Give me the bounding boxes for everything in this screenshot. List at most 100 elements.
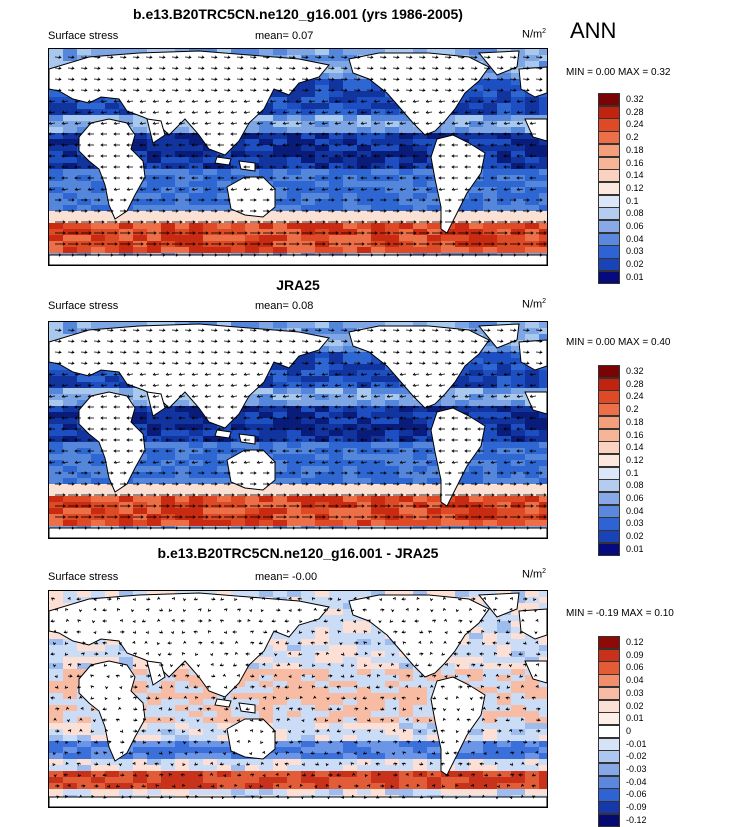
colorbar-swatch	[598, 195, 620, 208]
colorbar-tick-label: 0.2	[626, 404, 639, 414]
field-label: Surface stress	[48, 571, 118, 583]
mean-value: mean= 0.07	[255, 30, 313, 42]
colorbar-swatch	[598, 365, 620, 378]
colorbar-tick-label: 0.03	[626, 246, 644, 256]
colorbar-tick-label: 0.02	[626, 259, 644, 269]
colorbar-tick-label: 0.14	[626, 442, 644, 452]
stress-map	[48, 321, 548, 539]
colorbar-tick-label: 0.06	[626, 662, 644, 672]
colorbar-tick-label: 0.24	[626, 119, 644, 129]
colorbar-tick-label: 0.04	[626, 234, 644, 244]
colorbar-tick-label: -0.09	[626, 802, 647, 812]
colorbar-tick-label: 0.12	[626, 637, 644, 647]
colorbar-swatch	[598, 776, 620, 789]
stress-map	[48, 590, 548, 808]
colorbar-tick-label: -0.04	[626, 777, 647, 787]
colorbar-tick-label: 0.28	[626, 107, 644, 117]
colorbar-tick-label: 0.1	[626, 196, 639, 206]
colorbar-swatch	[598, 543, 620, 556]
colorbar-swatch	[598, 712, 620, 725]
colorbar-swatch	[598, 169, 620, 182]
colorbar-tick-label: 0.02	[626, 531, 644, 541]
colorbar-tick-label: -0.06	[626, 789, 647, 799]
season-label: ANN	[570, 18, 616, 44]
colorbar-tick-label: 0.01	[626, 272, 644, 282]
colorbar-tick-label: 0.14	[626, 170, 644, 180]
colorbar-swatch	[598, 271, 620, 284]
colorbar-tick-label: 0.06	[626, 493, 644, 503]
colorbar-swatch	[598, 763, 620, 776]
colorbar-swatch	[598, 258, 620, 271]
colorbar-swatch	[598, 403, 620, 416]
colorbar-tick-label: 0.24	[626, 391, 644, 401]
colorbar-tick-label: 0.03	[626, 518, 644, 528]
units-label: N/m2	[522, 568, 546, 581]
colorbar-swatch	[598, 93, 620, 106]
mean-value: mean= -0.00	[255, 571, 317, 583]
colorbar-swatch	[598, 738, 620, 751]
colorbar-tick-label: -0.02	[626, 751, 647, 761]
colorbar-swatch	[598, 661, 620, 674]
colorbar-swatch	[598, 636, 620, 649]
colorbar-swatch	[598, 725, 620, 738]
min-max-text: MIN = 0.00 MAX = 0.40	[566, 337, 671, 348]
colorbar-tick-label: 0.2	[626, 132, 639, 142]
colorbar-swatch	[598, 505, 620, 518]
mean-value: mean= 0.08	[255, 300, 313, 312]
colorbar-tick-label: 0.16	[626, 430, 644, 440]
colorbar-swatch	[598, 207, 620, 220]
colorbar-swatch	[598, 378, 620, 391]
colorbar-tick-label: 0.32	[626, 366, 644, 376]
colorbar-swatch	[598, 144, 620, 157]
colorbar-swatch	[598, 182, 620, 195]
colorbar-swatch	[598, 517, 620, 530]
colorbar-tick-label: 0.06	[626, 221, 644, 231]
colorbar-swatch	[598, 118, 620, 131]
colorbar-tick-label: 0.08	[626, 208, 644, 218]
colorbar-swatch	[598, 492, 620, 505]
colorbar-swatch	[598, 814, 620, 827]
min-max-text: MIN = -0.19 MAX = 0.10	[566, 608, 674, 619]
colorbar-tick-label: 0.28	[626, 379, 644, 389]
colorbar-tick-label: 0.08	[626, 480, 644, 490]
colorbar-tick-label: 0.12	[626, 455, 644, 465]
panel-title: JRA25	[38, 277, 558, 293]
colorbar-swatch	[598, 788, 620, 801]
colorbar-swatch	[598, 131, 620, 144]
colorbar-tick-label: 0.1	[626, 468, 639, 478]
colorbar-swatch	[598, 245, 620, 258]
colorbar-swatch	[598, 700, 620, 713]
colorbar-swatch	[598, 390, 620, 403]
stress-map	[48, 48, 548, 266]
colorbar-tick-label: -0.01	[626, 739, 647, 749]
colorbar-tick-label: 0.18	[626, 417, 644, 427]
colorbar-tick-label: 0.12	[626, 183, 644, 193]
colorbar-tick-label: 0.09	[626, 650, 644, 660]
colorbar-tick-label: 0.02	[626, 701, 644, 711]
colorbar-swatch	[598, 687, 620, 700]
units-label: N/m2	[522, 298, 546, 311]
units-label: N/m2	[522, 28, 546, 41]
panel-title: b.e13.B20TRC5CN.ne120_g16.001 - JRA25	[38, 545, 558, 561]
colorbar-swatch	[598, 416, 620, 429]
colorbar-tick-label: -0.03	[626, 764, 647, 774]
colorbar-swatch	[598, 454, 620, 467]
colorbar-tick-label: 0.04	[626, 506, 644, 516]
colorbar-swatch	[598, 429, 620, 442]
colorbar-swatch	[598, 220, 620, 233]
colorbar-tick-label: 0.32	[626, 94, 644, 104]
field-label: Surface stress	[48, 30, 118, 42]
panel-title: b.e13.B20TRC5CN.ne120_g16.001 (yrs 1986-…	[38, 6, 558, 22]
colorbar-swatch	[598, 801, 620, 814]
colorbar-swatch	[598, 467, 620, 480]
colorbar-tick-label: 0	[626, 726, 631, 736]
colorbar-tick-label: 0.18	[626, 145, 644, 155]
colorbar-swatch	[598, 441, 620, 454]
colorbar-swatch	[598, 233, 620, 246]
field-label: Surface stress	[48, 300, 118, 312]
colorbar-tick-label: 0.01	[626, 544, 644, 554]
colorbar-swatch	[598, 479, 620, 492]
colorbar-swatch	[598, 106, 620, 119]
colorbar-tick-label: -0.12	[626, 815, 647, 825]
colorbar-swatch	[598, 530, 620, 543]
